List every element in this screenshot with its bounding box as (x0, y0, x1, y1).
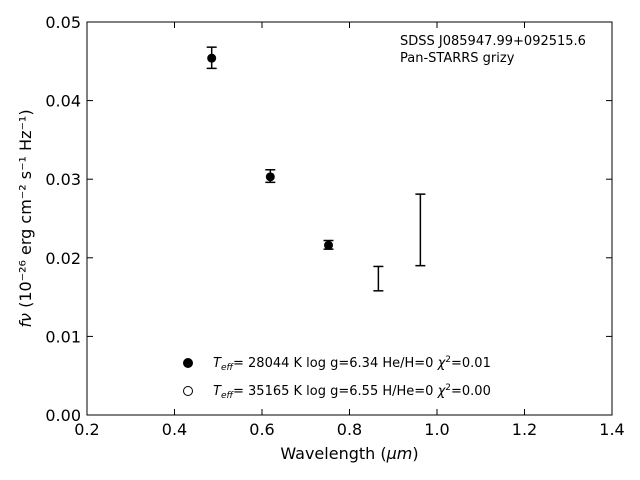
y-tick-label: 0.03 (45, 170, 81, 189)
object-name-annotation: SDSS J085947.99+092515.6 (400, 34, 586, 49)
y-tick-label: 0.02 (45, 249, 81, 268)
x-tick-label: 0.4 (162, 420, 187, 439)
x-axis-title: Wavelength (μm) (280, 444, 418, 463)
x-tick-label: 1.2 (512, 420, 537, 439)
x-tick-label: 0.8 (337, 420, 362, 439)
data-point (324, 240, 333, 250)
x-tick-label: 1.4 (599, 420, 624, 439)
y-axis: 0.00 0.01 0.02 0.03 0.04 0.05 (45, 13, 612, 425)
x-tick-label: 0.6 (249, 420, 274, 439)
x-axis: 0.2 0.4 0.6 0.8 1.0 1.2 1.4 (74, 22, 625, 439)
y-axis-title: fν (10⁻²⁶ erg cm⁻² s⁻¹ Hz⁻¹) (16, 109, 35, 327)
data-point (207, 53, 217, 63)
legend: Teff= 28044 K log g=6.34 He/H=0 χ2=0.01 … (183, 355, 491, 401)
legend-entry-2: Teff= 35165 K log g=6.55 H/He=0 χ2=0.00 (213, 383, 491, 401)
y-tick-label: 0.04 (45, 92, 81, 111)
survey-annotation: Pan-STARRS grizy (400, 51, 515, 66)
y-tick-label: 0.05 (45, 13, 81, 32)
data-point (265, 172, 275, 182)
y-tick-label: 0.00 (45, 406, 81, 425)
x-tick-label: 0.2 (74, 420, 99, 439)
x-tick-label: 1.0 (424, 420, 449, 439)
legend-entry-1: Teff= 28044 K log g=6.34 He/H=0 χ2=0.01 (213, 355, 491, 373)
legend-filled-circle-marker (183, 358, 193, 368)
y-tick-label: 0.01 (45, 327, 81, 346)
data-marks (206, 46, 426, 292)
legend-open-circle-marker (183, 386, 193, 396)
